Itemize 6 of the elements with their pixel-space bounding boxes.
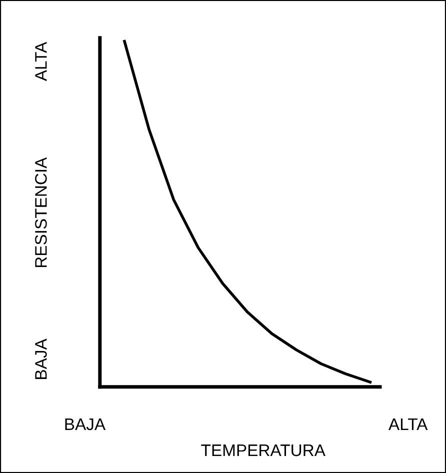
text: BAJA	[65, 418, 106, 430]
text: ALTA	[35, 42, 47, 82]
text: BAJA	[35, 338, 47, 379]
y-axis-title: RESISTENCIA	[35, 157, 47, 268]
text: ALTA	[388, 418, 428, 430]
x-axis-title: TEMPERATURA	[201, 444, 326, 456]
